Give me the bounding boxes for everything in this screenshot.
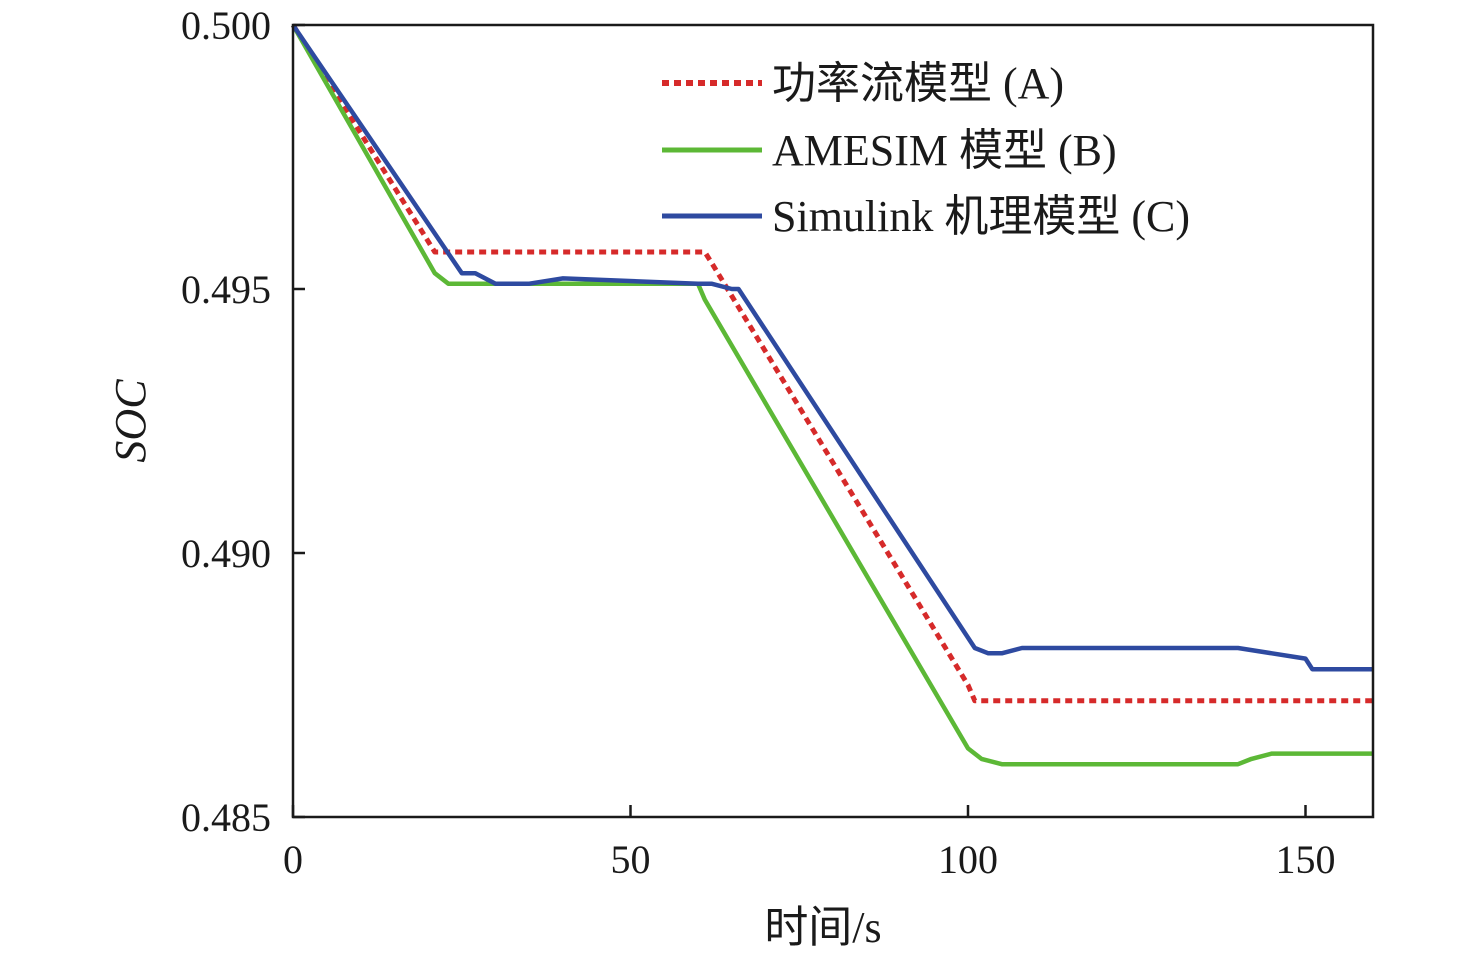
series-line-1 (291, 23, 1373, 767)
y-axis-label: SOC (106, 379, 155, 463)
legend-label-1: AMESIM 模型 (B) (772, 126, 1117, 175)
y-tick-label-3: 0.500 (181, 3, 271, 48)
ticks-layer (291, 23, 1307, 819)
series-layer (290, 23, 1373, 767)
x-tick-label-1: 50 (611, 837, 651, 882)
y-tick-label-0: 0.485 (181, 795, 271, 840)
series-line-0 (290, 23, 1373, 704)
x-axis-label: 时间/s (764, 903, 881, 952)
x-tick-label-0: 0 (283, 837, 303, 882)
plot-frame (291, 23, 1375, 819)
legend-label-0: 功率流模型 (A) (772, 59, 1064, 108)
tick-labels-layer: 0 50 100 150 0.485 0.490 0.495 0.500 (181, 3, 1336, 882)
x-tick-label-2: 100 (938, 837, 998, 882)
legend-label-2: Simulink 机理模型 (C) (772, 192, 1190, 241)
y-tick-label-1: 0.490 (181, 531, 271, 576)
series-line-2 (291, 23, 1373, 672)
y-tick-label-2: 0.495 (181, 267, 271, 312)
legend: 功率流模型 (A) AMESIM 模型 (B) Simulink 机理模型 (C) (662, 59, 1190, 241)
x-tick-label-3: 150 (1276, 837, 1336, 882)
